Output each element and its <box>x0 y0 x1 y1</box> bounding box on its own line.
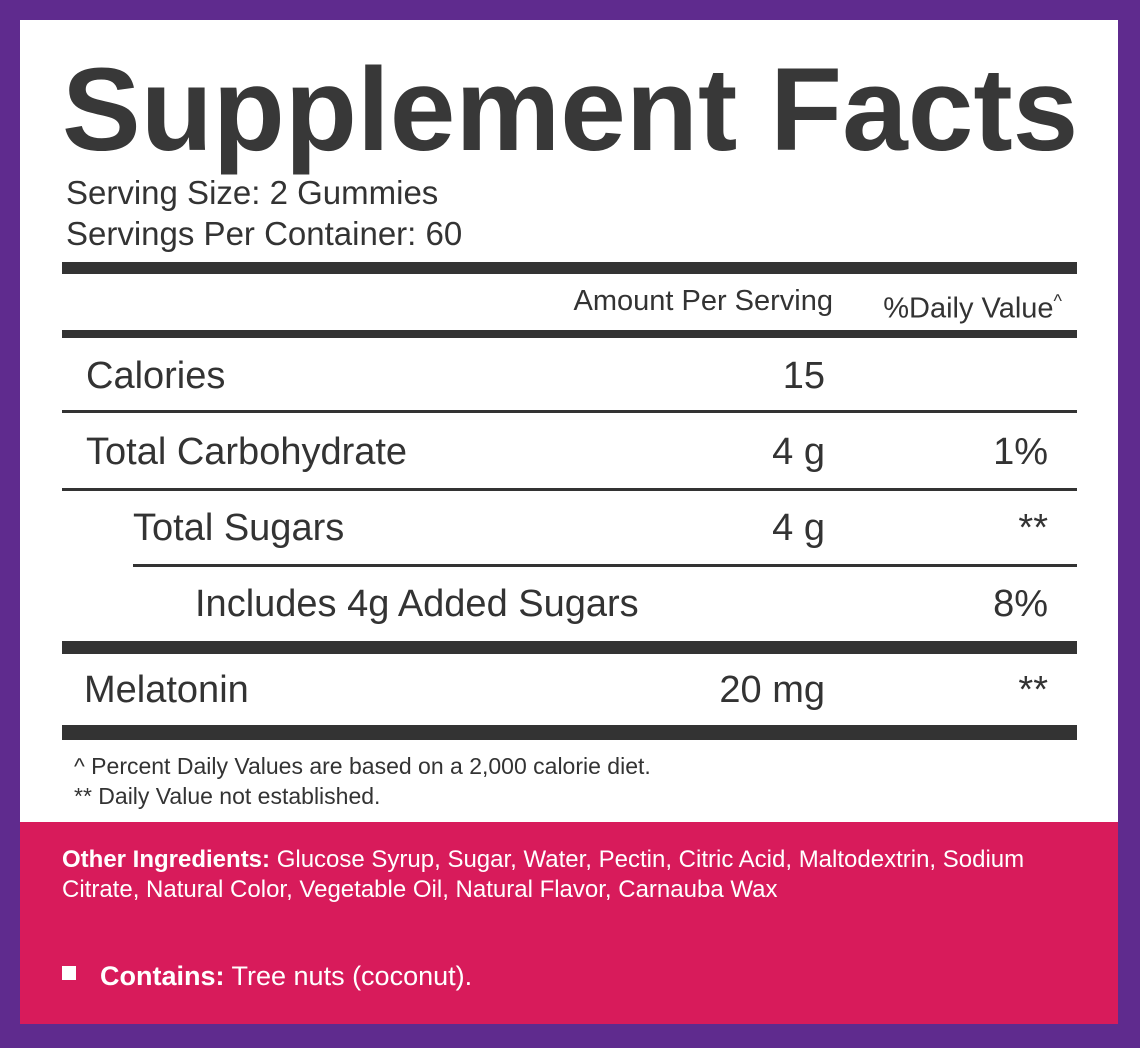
contains-label: Contains: <box>100 961 225 991</box>
amount-header: Amount Per Serving <box>573 285 833 317</box>
rule <box>62 410 1077 413</box>
ingredients-label: Other Ingredients: <box>62 846 271 873</box>
row-name: Total Sugars <box>133 507 345 549</box>
facts-panel <box>20 20 1118 822</box>
contains: Contains: Tree nuts (coconut). <box>100 960 472 992</box>
row-amount: 15 <box>782 355 825 397</box>
thick-rule <box>62 330 1077 338</box>
row-daily-value: 1% <box>993 431 1048 473</box>
rule <box>62 488 1077 491</box>
serving-size: Serving Size: 2 Gummies <box>66 174 439 211</box>
row-name: Total Carbohydrate <box>86 431 408 473</box>
row-amount: 4 g <box>772 431 825 473</box>
row-daily-value: ** <box>1018 669 1048 711</box>
ingredients: Other Ingredients: Glucose Syrup, Sugar,… <box>62 845 1102 905</box>
caret: ^ <box>1053 291 1062 311</box>
thick-rule <box>62 641 1077 654</box>
row-name: Melatonin <box>84 669 249 711</box>
ingredients-panel <box>20 822 1118 1024</box>
title: Supplement Facts <box>62 44 1079 176</box>
ingredients-text: Glucose Syrup, Sugar, Water, Pectin, Cit… <box>62 846 1025 903</box>
row-amount: 20 mg <box>719 669 825 711</box>
row-name: Includes 4g Added Sugars <box>195 583 639 625</box>
servings-per-container: Servings Per Container: 60 <box>66 215 463 252</box>
bullet <box>62 966 76 980</box>
rule <box>133 564 1077 567</box>
thick-rule <box>62 725 1077 740</box>
row-name: Calories <box>86 355 226 397</box>
contains-text: Tree nuts (coconut). <box>231 961 473 991</box>
row-amount: 4 g <box>772 507 825 549</box>
thick-rule <box>62 262 1077 274</box>
footnote: ** Daily Value not established. <box>74 783 381 809</box>
daily-value-header: %Daily Value^ <box>883 283 1062 327</box>
row-daily-value: ** <box>1018 507 1048 549</box>
daily-value-label: %Daily Value <box>883 292 1054 325</box>
footnote: ^ Percent Daily Values are based on a 2,… <box>74 753 651 779</box>
row-daily-value: 8% <box>993 583 1048 625</box>
